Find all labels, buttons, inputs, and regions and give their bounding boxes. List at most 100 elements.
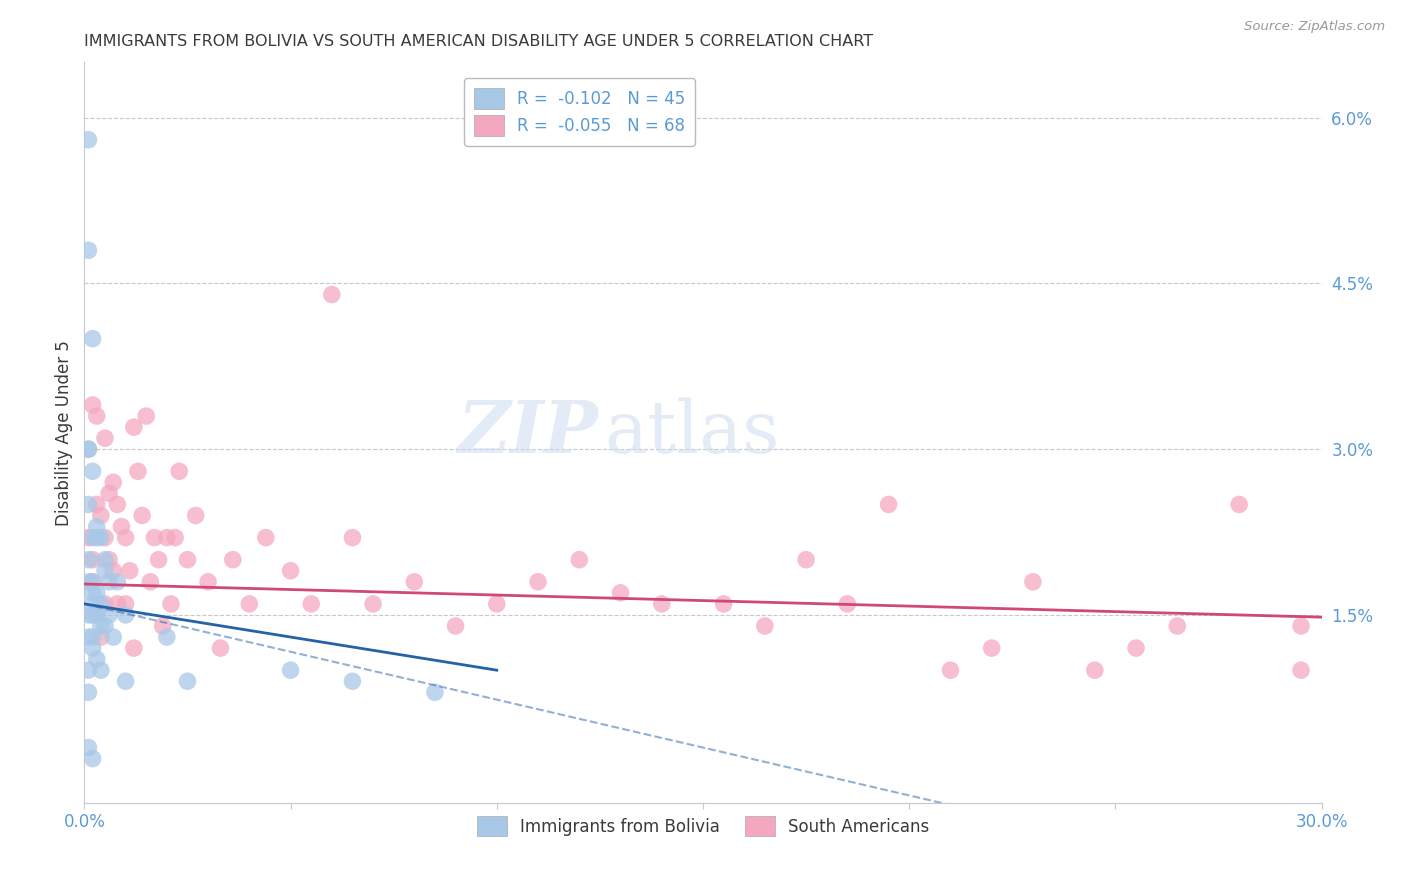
Point [86,652,108,666]
Point [77,531,100,545]
Point [794,552,817,566]
Point [1166,619,1188,633]
Point [1125,641,1147,656]
Point [82,597,104,611]
Point [98,552,121,566]
Point [77,740,100,755]
Point [877,498,900,512]
Point [94,531,117,545]
Point [86,607,108,622]
Point [527,574,550,589]
Point [342,531,364,545]
Point [82,630,104,644]
Point [713,597,735,611]
Point [127,464,149,478]
Point [82,531,104,545]
Point [156,531,179,545]
Point [82,552,104,566]
Point [94,552,117,566]
Point [651,597,673,611]
Point [98,486,121,500]
Point [77,630,100,644]
Point [105,597,128,611]
Point [167,464,190,478]
Point [90,663,112,677]
Point [118,564,141,578]
Point [90,630,112,644]
Point [103,564,125,578]
Point [148,552,170,566]
Point [94,564,117,578]
Point [361,597,384,611]
Point [98,574,121,589]
Point [837,597,859,611]
Point [82,574,104,589]
Point [90,619,112,633]
Point [77,574,100,589]
Y-axis label: Disability Age Under 5: Disability Age Under 5 [55,340,73,525]
Point [86,586,108,600]
Point [77,498,100,512]
Point [444,619,467,633]
Point [423,685,446,699]
Point [160,597,183,611]
Point [238,597,260,611]
Point [82,751,104,765]
Point [280,564,302,578]
Point [176,674,198,689]
Point [82,586,104,600]
Point [77,442,100,457]
Text: IMMIGRANTS FROM BOLIVIA VS SOUTH AMERICAN DISABILITY AGE UNDER 5 CORRELATION CHA: IMMIGRANTS FROM BOLIVIA VS SOUTH AMERICA… [84,34,873,49]
Point [980,641,1002,656]
Point [82,574,104,589]
Point [105,498,128,512]
Point [114,597,136,611]
Point [114,674,136,689]
Point [90,508,112,523]
Point [342,674,364,689]
Point [82,464,104,478]
Point [321,287,343,301]
Point [143,531,166,545]
Point [299,597,322,611]
Point [184,508,207,523]
Point [103,630,125,644]
Point [86,498,108,512]
Point [131,508,153,523]
Point [176,552,198,566]
Point [404,574,426,589]
Point [90,531,112,545]
Point [135,409,157,423]
Point [609,586,631,600]
Point [103,475,125,490]
Point [139,574,162,589]
Point [86,607,108,622]
Point [82,398,104,412]
Point [77,552,100,566]
Point [1289,663,1312,677]
Point [209,641,232,656]
Point [152,619,174,633]
Point [165,531,187,545]
Point [98,607,121,622]
Point [1289,619,1312,633]
Point [82,607,104,622]
Point [77,663,100,677]
Point [90,597,112,611]
Point [77,607,100,622]
Point [86,519,108,533]
Text: atlas: atlas [605,397,779,468]
Point [754,619,776,633]
Point [110,519,132,533]
Point [122,420,145,434]
Point [939,663,962,677]
Point [77,442,100,457]
Point [1022,574,1045,589]
Point [94,431,117,445]
Point [114,607,136,622]
Text: ZIP: ZIP [457,397,598,468]
Point [254,531,277,545]
Point [86,409,108,423]
Point [568,552,591,566]
Point [1227,498,1250,512]
